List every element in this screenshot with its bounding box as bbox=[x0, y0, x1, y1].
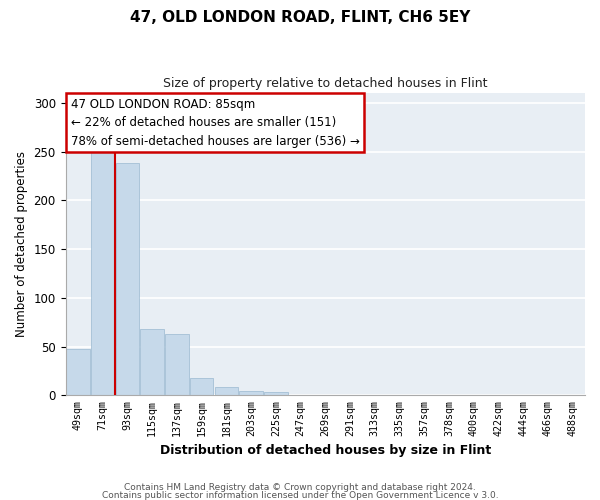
Title: Size of property relative to detached houses in Flint: Size of property relative to detached ho… bbox=[163, 78, 488, 90]
Text: Contains public sector information licensed under the Open Government Licence v : Contains public sector information licen… bbox=[101, 490, 499, 500]
Bar bbox=[165, 334, 188, 396]
Bar bbox=[91, 150, 115, 396]
Bar bbox=[215, 386, 238, 396]
Y-axis label: Number of detached properties: Number of detached properties bbox=[15, 151, 28, 337]
Text: Contains HM Land Registry data © Crown copyright and database right 2024.: Contains HM Land Registry data © Crown c… bbox=[124, 484, 476, 492]
Bar bbox=[140, 329, 164, 396]
Bar bbox=[239, 392, 263, 396]
Text: 47 OLD LONDON ROAD: 85sqm
← 22% of detached houses are smaller (151)
78% of semi: 47 OLD LONDON ROAD: 85sqm ← 22% of detac… bbox=[71, 98, 359, 148]
X-axis label: Distribution of detached houses by size in Flint: Distribution of detached houses by size … bbox=[160, 444, 491, 458]
Bar bbox=[264, 392, 287, 396]
Bar bbox=[66, 348, 89, 396]
Bar bbox=[116, 164, 139, 396]
Text: 47, OLD LONDON ROAD, FLINT, CH6 5EY: 47, OLD LONDON ROAD, FLINT, CH6 5EY bbox=[130, 10, 470, 25]
Bar bbox=[190, 378, 214, 396]
